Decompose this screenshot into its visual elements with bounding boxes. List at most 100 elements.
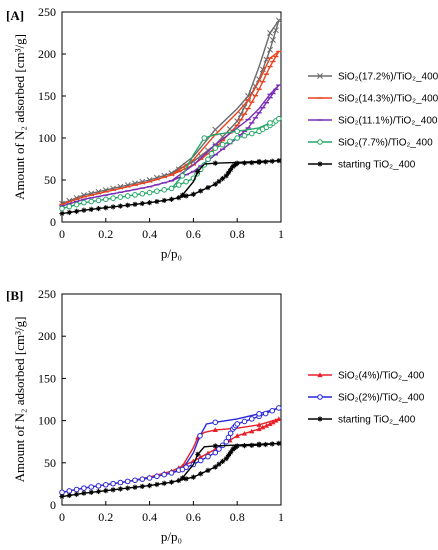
data-point bbox=[256, 441, 262, 447]
data-point bbox=[241, 132, 248, 139]
legend-label: SiO₂(7.7%)/TiO₂_400 bbox=[338, 138, 433, 149]
series-line-desorption bbox=[171, 50, 280, 176]
data-point bbox=[212, 427, 218, 432]
data-point bbox=[195, 169, 201, 175]
data-point bbox=[201, 135, 208, 141]
x-tick-label: 0.4 bbox=[142, 510, 157, 524]
data-point bbox=[74, 491, 80, 497]
data-point bbox=[132, 484, 138, 490]
data-point bbox=[263, 159, 269, 165]
data-point bbox=[198, 188, 204, 194]
data-point bbox=[95, 483, 102, 489]
data-point bbox=[262, 410, 269, 417]
data-point bbox=[276, 416, 282, 421]
data-point bbox=[267, 120, 273, 126]
series-line-desorption bbox=[171, 418, 280, 472]
y-axis-title: Amount of N₂ adsorbed [cm³/g] bbox=[12, 317, 27, 483]
data-point bbox=[81, 207, 87, 213]
data-point bbox=[197, 457, 204, 464]
data-point bbox=[269, 441, 275, 447]
x-tick-label: 0.6 bbox=[186, 510, 201, 524]
legend-item: starting TiO₂_400 bbox=[308, 160, 416, 171]
legend-item: SiO₂(7.7%)/TiO₂_400 bbox=[308, 138, 433, 149]
legend-item: SiO₂(14.3%)/TiO₂_400 bbox=[308, 94, 438, 105]
data-point bbox=[260, 424, 266, 430]
data-point bbox=[228, 167, 234, 173]
data-point bbox=[161, 197, 167, 204]
legend-label: SiO₂(2%)/TiO₂_400 bbox=[338, 393, 425, 404]
series-4 bbox=[59, 158, 282, 217]
data-point bbox=[216, 461, 222, 467]
data-point bbox=[179, 466, 186, 473]
data-point bbox=[270, 37, 276, 43]
series-line-adsorption bbox=[61, 118, 280, 210]
data-point bbox=[183, 476, 189, 482]
data-point bbox=[147, 200, 153, 206]
y-tick-label: 150 bbox=[38, 89, 56, 103]
data-point bbox=[73, 201, 80, 208]
chart-panel-a: [A] 0 50 100 150 200 250 0 0.2 0.4 0.6 0.8 1 p/p₀ Amou… bbox=[6, 5, 438, 261]
series-line-desorption bbox=[171, 19, 280, 174]
data-point bbox=[139, 200, 145, 207]
data-point bbox=[168, 479, 175, 485]
x-tick-label: 0.8 bbox=[230, 510, 245, 524]
series-line-desorption bbox=[181, 442, 279, 479]
data-point bbox=[66, 209, 72, 216]
data-point bbox=[227, 138, 233, 145]
data-point bbox=[276, 115, 282, 122]
x-tick-label: 0.4 bbox=[142, 227, 157, 241]
x-axis-title: p/p₀ bbox=[161, 529, 182, 544]
data-point bbox=[132, 201, 138, 207]
data-point bbox=[273, 418, 279, 423]
data-point bbox=[88, 198, 94, 205]
data-point bbox=[241, 160, 248, 166]
data-point bbox=[139, 476, 146, 482]
data-point bbox=[176, 477, 182, 484]
data-point bbox=[110, 204, 116, 210]
y-tick-label: 50 bbox=[44, 456, 56, 470]
data-point bbox=[125, 485, 131, 491]
series-line-desorption bbox=[181, 160, 279, 196]
data-point bbox=[256, 411, 262, 417]
data-point bbox=[59, 205, 65, 212]
data-point bbox=[225, 434, 232, 441]
legend-swatch-marker bbox=[317, 372, 323, 378]
data-point bbox=[219, 141, 226, 148]
data-point bbox=[179, 475, 186, 481]
data-point bbox=[95, 205, 102, 212]
data-point bbox=[154, 473, 160, 480]
data-point bbox=[146, 189, 153, 196]
data-point bbox=[168, 185, 175, 192]
data-point bbox=[234, 433, 240, 438]
data-point bbox=[125, 202, 131, 208]
data-point bbox=[66, 492, 72, 499]
y-tick-label: 200 bbox=[38, 47, 56, 61]
y-tick-label: 100 bbox=[38, 414, 56, 428]
data-point bbox=[212, 443, 218, 449]
data-point bbox=[249, 416, 255, 422]
data-point bbox=[168, 470, 175, 476]
data-point bbox=[249, 160, 255, 166]
data-point bbox=[197, 432, 203, 439]
y-tick-label: 0 bbox=[50, 215, 56, 229]
data-point bbox=[88, 206, 94, 212]
legend-item: SiO₂(17.2%)/TiO₂_400 bbox=[308, 72, 438, 83]
data-point bbox=[183, 178, 189, 185]
data-point bbox=[241, 443, 248, 449]
data-point bbox=[269, 158, 275, 164]
data-point bbox=[139, 190, 146, 197]
data-point bbox=[205, 156, 211, 163]
legend-label: SiO₂(11.1%)/TiO₂_400 bbox=[338, 116, 438, 127]
legend-swatch-marker bbox=[317, 416, 323, 422]
data-point bbox=[176, 195, 182, 201]
data-point bbox=[176, 182, 182, 188]
data-point bbox=[117, 479, 124, 486]
data-point bbox=[183, 193, 189, 199]
legend-swatch-marker bbox=[317, 161, 323, 167]
y-tick-label: 200 bbox=[38, 329, 56, 343]
legend-label: SiO₂(4%)/TiO₂_400 bbox=[338, 371, 425, 382]
y-tick-label: 150 bbox=[38, 371, 56, 385]
data-point bbox=[223, 438, 230, 445]
y-tick-label: 250 bbox=[38, 5, 56, 19]
